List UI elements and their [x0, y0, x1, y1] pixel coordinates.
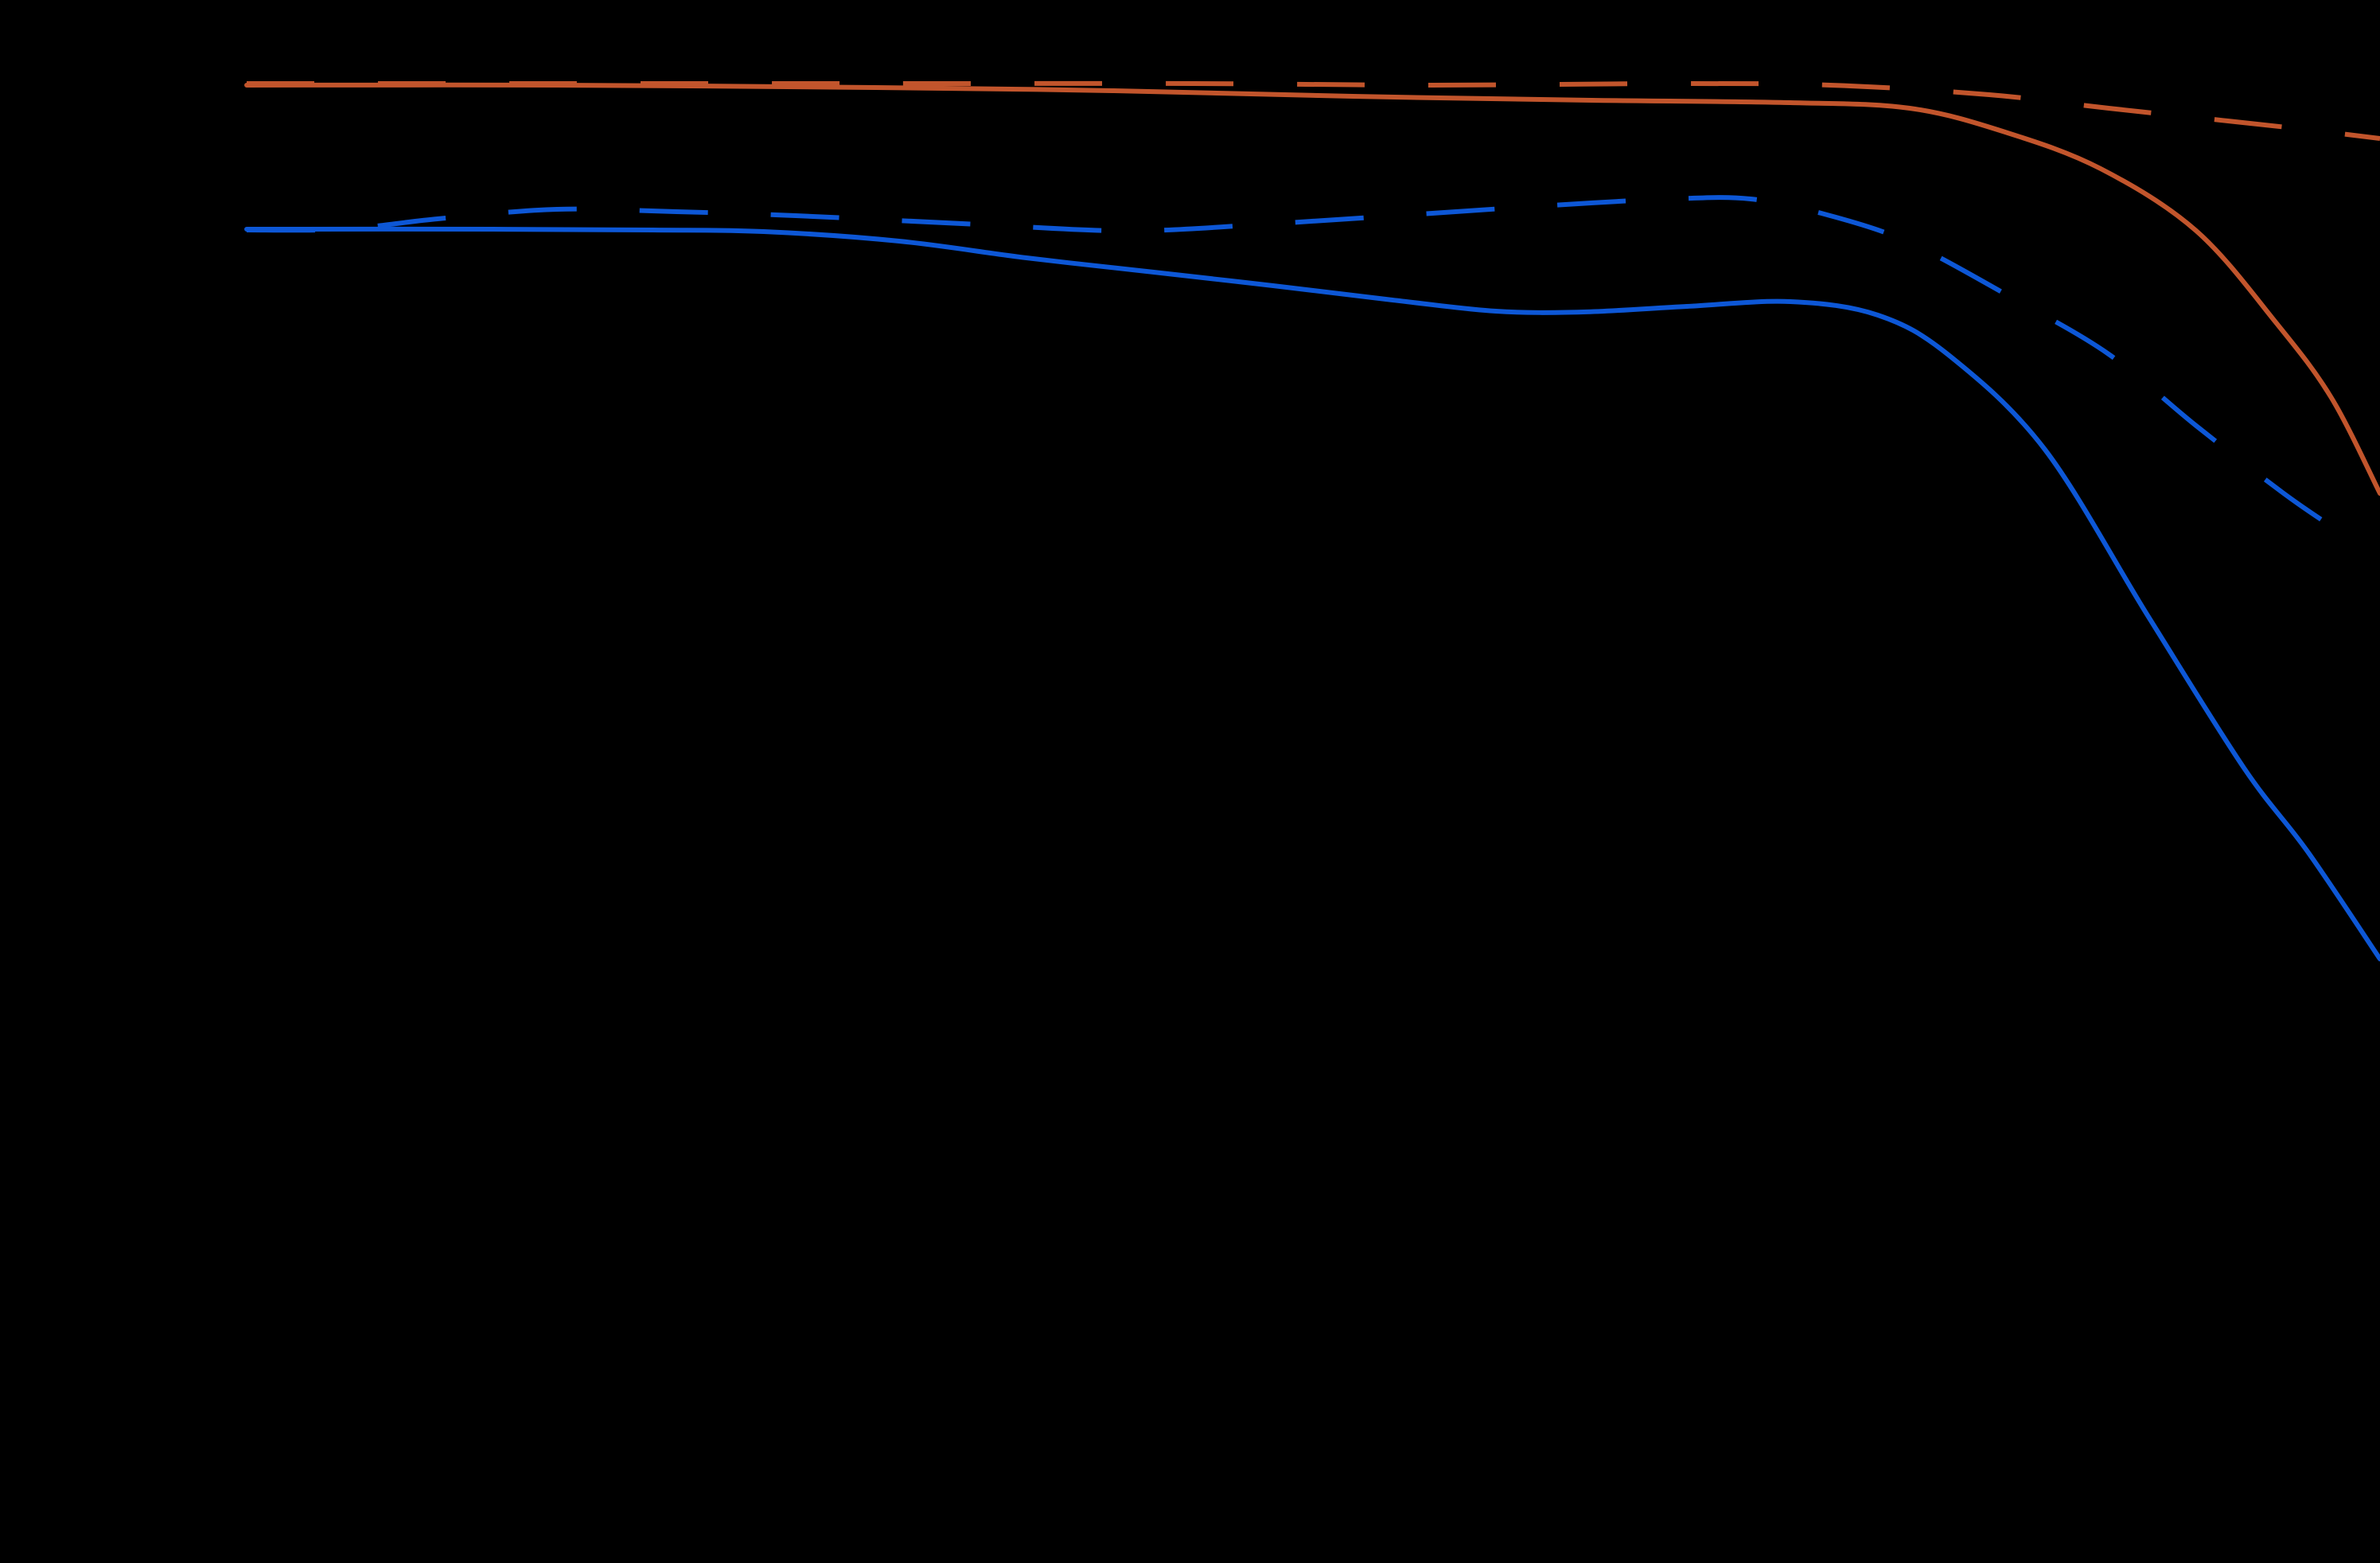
orange-dashed-line	[246, 80, 2380, 141]
blue-dashed-line	[246, 195, 2341, 534]
blue-solid-line	[244, 226, 2380, 961]
orange-solid-line	[244, 82, 2380, 496]
